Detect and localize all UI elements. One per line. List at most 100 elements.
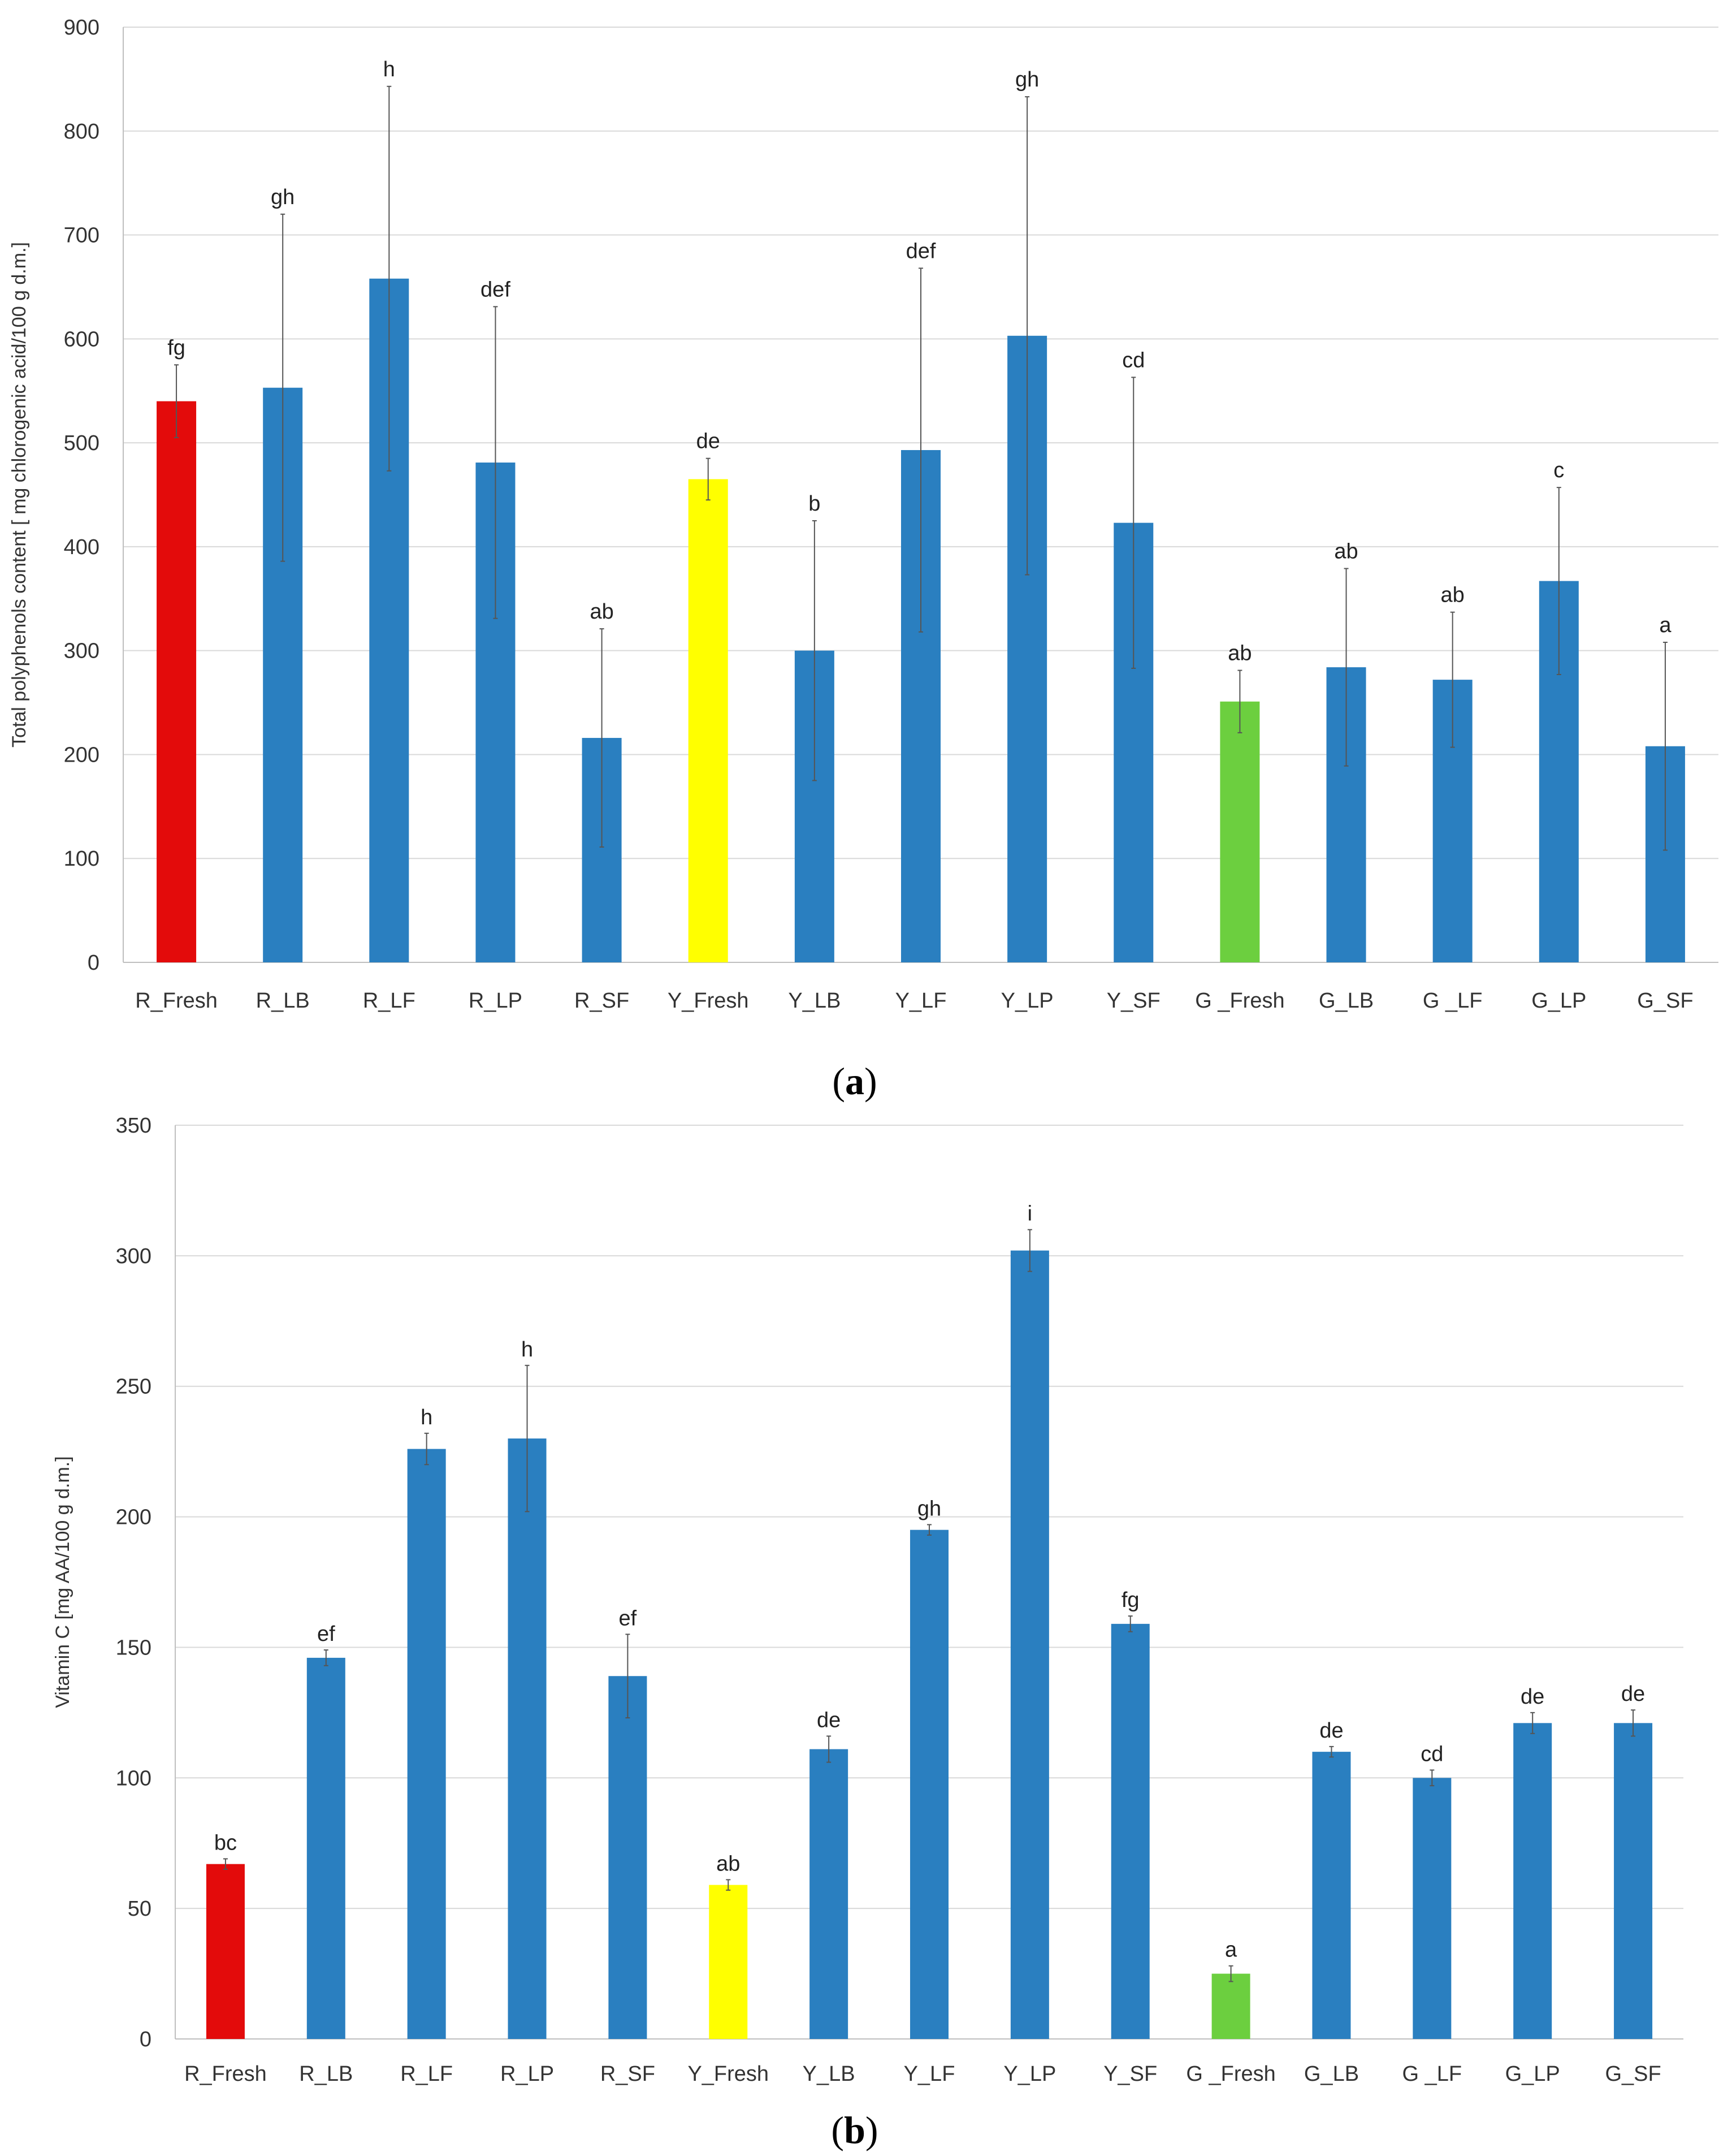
- a-bar-6: [688, 479, 728, 962]
- b-category-label-14: G_LP: [1505, 2062, 1560, 2086]
- b-bar-10: [1111, 1623, 1150, 2039]
- a-ytick-label-500: 500: [64, 431, 99, 455]
- a-significance-letter-14: c: [1553, 459, 1564, 482]
- a-significance-letter-5: ab: [590, 600, 613, 624]
- b-significance-letter-6: ab: [716, 1852, 740, 1876]
- b-category-label-12: G_LB: [1304, 2062, 1359, 2086]
- b-category-label-7: Y_LB: [803, 2062, 855, 2086]
- a-ytick-label-800: 800: [64, 120, 99, 144]
- b-ytick-label-100: 100: [116, 1766, 151, 1790]
- a-ytick-label-0: 0: [88, 951, 99, 975]
- b-significance-letter-11: a: [1225, 1938, 1237, 1962]
- b-bar-4: [508, 1438, 547, 2039]
- a-significance-letter-2: gh: [271, 185, 295, 209]
- chart-a-polyphenols: 0 100 200 300 400 500 600 700 800 900 Total polyph…: [8, 16, 1718, 1013]
- a-ytick-label-900: 900: [64, 16, 99, 40]
- a-significance-letter-15: a: [1659, 613, 1672, 637]
- a-significance-letter-4: def: [480, 278, 510, 301]
- a-category-label-3: R_LF: [363, 989, 415, 1013]
- a-significance-letter-1: fg: [167, 336, 185, 360]
- a-significance-letter-10: cd: [1122, 348, 1145, 372]
- b-category-label-11: G _Fresh: [1186, 2062, 1275, 2086]
- b-ytick-label-300: 300: [116, 1245, 151, 1268]
- b-category-label-8: Y_LF: [904, 2062, 955, 2086]
- a-significance-letter-13: ab: [1441, 584, 1465, 607]
- b-ytick-label-0: 0: [140, 2028, 151, 2051]
- a-category-label-10: Y_SF: [1107, 989, 1161, 1013]
- a-significance-letter-11: ab: [1228, 642, 1252, 666]
- b-significance-letter-8: gh: [917, 1497, 941, 1520]
- b-category-label-15: G_SF: [1605, 2062, 1661, 2086]
- a-category-label-12: G_LB: [1319, 989, 1374, 1013]
- b-category-label-4: R_LP: [500, 2062, 554, 2086]
- a-category-label-2: R_LB: [256, 989, 310, 1013]
- a-category-label-6: Y_Fresh: [668, 989, 749, 1013]
- a-ytick-label-300: 300: [64, 640, 99, 663]
- b-significance-letter-2: ef: [317, 1622, 335, 1646]
- b-significance-letter-15: de: [1621, 1682, 1645, 1706]
- b-category-label-3: R_LF: [400, 2062, 453, 2086]
- a-significance-letter-6: de: [696, 430, 720, 453]
- a-significance-letter-3: h: [383, 58, 395, 81]
- a-category-label-15: G_SF: [1637, 989, 1693, 1013]
- panel-label-a: (a): [832, 1060, 877, 1103]
- b-significance-letter-5: ef: [619, 1606, 637, 1630]
- a-significance-letter-12: ab: [1334, 539, 1358, 563]
- b-significance-letter-12: de: [1319, 1719, 1343, 1743]
- a-significance-letter-7: b: [808, 492, 820, 516]
- a-significance-letter-9: gh: [1015, 68, 1039, 92]
- a-category-label-7: Y_LB: [788, 989, 841, 1013]
- b-ytick-label-250: 250: [116, 1375, 151, 1399]
- b-significance-letter-7: de: [817, 1708, 841, 1732]
- b-ytick-label-150: 150: [116, 1636, 151, 1660]
- a-significance-letter-8: def: [906, 239, 936, 263]
- b-bar-12: [1312, 1752, 1351, 2039]
- a-bar-11: [1220, 701, 1260, 962]
- a-category-label-14: G_LP: [1531, 989, 1586, 1013]
- b-y-axis-title: Vitamin C [mg AA/100 g d.m.]: [52, 1456, 73, 1708]
- b-bar-7: [809, 1749, 848, 2039]
- a-y-axis-title: Total polyphenols content [ mg chlorogen…: [8, 242, 30, 748]
- b-significance-letter-3: h: [421, 1406, 432, 1429]
- a-category-label-4: R_LP: [469, 989, 522, 1013]
- chart-b-vitamin-c: 0 50 100 150 200 250 300 350 Vitamin C [mg AA/10…: [52, 1114, 1683, 2086]
- a-category-label-1: R_Fresh: [135, 989, 218, 1013]
- b-bar-2: [306, 1657, 345, 2039]
- b-ytick-label-200: 200: [116, 1506, 151, 1529]
- panel-label-b: (b): [831, 2109, 878, 2151]
- b-bar-5: [608, 1676, 647, 2039]
- b-category-label-6: Y_Fresh: [687, 2062, 769, 2086]
- b-category-label-2: R_LB: [299, 2062, 353, 2086]
- b-significance-letter-9: i: [1028, 1202, 1032, 1226]
- a-category-label-8: Y_LF: [895, 989, 947, 1013]
- b-category-label-9: Y_LP: [1003, 2062, 1056, 2086]
- b-bar-11: [1211, 1973, 1250, 2039]
- b-category-label-1: R_Fresh: [184, 2062, 267, 2086]
- b-category-label-13: G _LF: [1402, 2062, 1462, 2086]
- b-bar-6: [709, 1885, 748, 2039]
- b-category-label-10: Y_SF: [1103, 2062, 1157, 2086]
- b-ytick-label-50: 50: [128, 1897, 151, 1921]
- a-ytick-label-400: 400: [64, 535, 99, 559]
- b-significance-letter-1: bc: [214, 1831, 237, 1855]
- b-significance-letter-13: cd: [1421, 1742, 1443, 1766]
- b-bar-8: [910, 1529, 949, 2039]
- b-bar-15: [1614, 1723, 1653, 2039]
- b-category-label-5: R_SF: [600, 2062, 655, 2086]
- a-ytick-label-700: 700: [64, 224, 99, 248]
- b-significance-letter-10: fg: [1122, 1588, 1140, 1612]
- b-bar-1: [206, 1864, 245, 2039]
- a-category-label-5: R_SF: [574, 989, 629, 1013]
- a-ytick-label-600: 600: [64, 327, 99, 351]
- b-bar-13: [1413, 1778, 1452, 2039]
- a-ytick-label-200: 200: [64, 743, 99, 767]
- b-bar-3: [407, 1449, 446, 2039]
- b-bar-9: [1010, 1250, 1049, 2039]
- a-bar-1: [157, 401, 197, 962]
- b-significance-letter-14: de: [1521, 1685, 1544, 1709]
- a-ytick-label-100: 100: [64, 847, 99, 871]
- b-significance-letter-4: h: [521, 1338, 533, 1362]
- a-category-label-11: G _Fresh: [1195, 989, 1284, 1013]
- a-category-label-13: G _LF: [1423, 989, 1483, 1013]
